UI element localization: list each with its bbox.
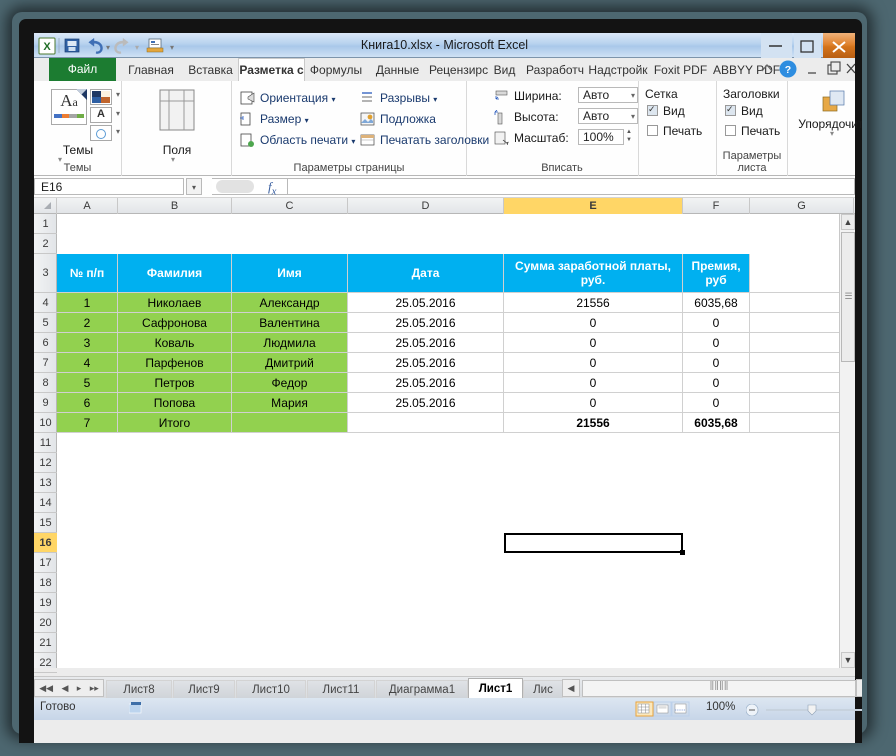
svg-text:?: ? [785, 64, 791, 76]
